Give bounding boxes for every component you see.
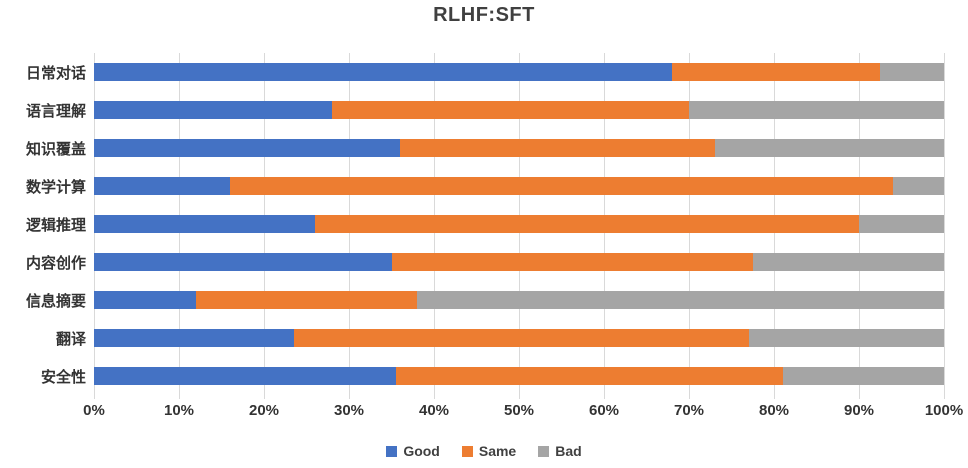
bar-row bbox=[94, 281, 944, 319]
bar-row bbox=[94, 129, 944, 167]
category-label: 逻辑推理 bbox=[25, 216, 86, 234]
bar-segment-good bbox=[94, 101, 332, 119]
x-tick-label: 70% bbox=[673, 402, 705, 419]
x-axis: 0% 10% 20% 30% 40% 50% 60% 70% 80% 90% 100% bbox=[83, 402, 963, 422]
stacked-bar bbox=[94, 291, 944, 309]
category-label: 信息摘要 bbox=[25, 292, 86, 310]
category-label: 日常对话 bbox=[25, 64, 86, 82]
bar-segment-bad bbox=[748, 329, 944, 347]
x-tick-label: 60% bbox=[588, 402, 620, 419]
legend-label: Bad bbox=[555, 443, 582, 459]
stacked-bar bbox=[94, 253, 944, 271]
bar-segment-bad bbox=[752, 253, 944, 271]
bar-segment-bad bbox=[880, 63, 944, 81]
bar-segment-bad bbox=[782, 367, 944, 385]
x-tick-label: 0% bbox=[83, 402, 105, 419]
legend: Good Same Bad bbox=[0, 443, 968, 459]
bar-segment-good bbox=[94, 139, 400, 157]
bar-segment-same bbox=[196, 291, 417, 309]
bar-segment-same bbox=[293, 329, 749, 347]
bar-row bbox=[94, 243, 944, 281]
bar-segment-same bbox=[332, 101, 689, 119]
bar-segment-bad bbox=[893, 177, 944, 195]
bar-segment-good bbox=[94, 63, 672, 81]
x-tick-label: 40% bbox=[418, 402, 450, 419]
stacked-bar bbox=[94, 101, 944, 119]
bar-segment-good bbox=[94, 291, 196, 309]
stacked-bar bbox=[94, 367, 944, 385]
legend-item-bad: Bad bbox=[538, 443, 582, 459]
category-label: 安全性 bbox=[40, 368, 86, 386]
bar-row bbox=[94, 167, 944, 205]
category-axis: 日常对话语言理解知识覆盖数学计算逻辑推理内容创作信息摘要翻译安全性 bbox=[0, 53, 86, 395]
x-tick-label: 10% bbox=[163, 402, 195, 419]
legend-swatch-icon bbox=[386, 445, 398, 457]
bar-segment-good bbox=[94, 367, 396, 385]
legend-label: Good bbox=[403, 443, 440, 459]
category-label: 知识覆盖 bbox=[25, 140, 86, 158]
legend-item-same: Same bbox=[461, 443, 517, 459]
bar-segment-good bbox=[94, 177, 230, 195]
bar-segment-good bbox=[94, 329, 294, 347]
bar-segment-same bbox=[395, 367, 783, 385]
bar-segment-bad bbox=[859, 215, 944, 233]
stacked-bar bbox=[94, 215, 944, 233]
bar-segment-bad bbox=[417, 291, 944, 309]
x-tick-label: 100% bbox=[924, 402, 964, 419]
bar-segment-same bbox=[315, 215, 859, 233]
gridline bbox=[944, 53, 945, 399]
stacked-bar bbox=[94, 177, 944, 195]
category-label: 内容创作 bbox=[25, 254, 86, 272]
bar-row bbox=[94, 357, 944, 395]
legend-swatch-icon bbox=[461, 445, 473, 457]
x-tick-label: 20% bbox=[248, 402, 280, 419]
stacked-bar bbox=[94, 329, 944, 347]
bar-segment-bad bbox=[689, 101, 944, 119]
x-tick-label: 90% bbox=[843, 402, 875, 419]
bar-segment-same bbox=[230, 177, 893, 195]
x-tick-label: 30% bbox=[333, 402, 365, 419]
bar-row bbox=[94, 205, 944, 243]
bar-row bbox=[94, 53, 944, 91]
plot-area bbox=[94, 53, 945, 399]
bar-segment-same bbox=[400, 139, 715, 157]
bar-segment-good bbox=[94, 253, 392, 271]
chart-title: RLHF:SFT bbox=[433, 4, 535, 26]
bar-segment-same bbox=[672, 63, 881, 81]
bar-row bbox=[94, 319, 944, 357]
x-tick-label: 50% bbox=[503, 402, 535, 419]
category-label: 语言理解 bbox=[25, 102, 86, 120]
category-label: 翻译 bbox=[55, 330, 86, 348]
x-tick-label: 80% bbox=[758, 402, 790, 419]
stacked-bar bbox=[94, 63, 944, 81]
bar-row bbox=[94, 91, 944, 129]
bar-segment-good bbox=[94, 215, 315, 233]
legend-label: Same bbox=[478, 443, 517, 459]
stacked-bar bbox=[94, 139, 944, 157]
bar-segment-bad bbox=[714, 139, 944, 157]
bar-segment-same bbox=[391, 253, 753, 271]
legend-item-good: Good bbox=[386, 443, 440, 459]
legend-swatch-icon bbox=[538, 445, 550, 457]
category-label: 数学计算 bbox=[25, 178, 86, 196]
